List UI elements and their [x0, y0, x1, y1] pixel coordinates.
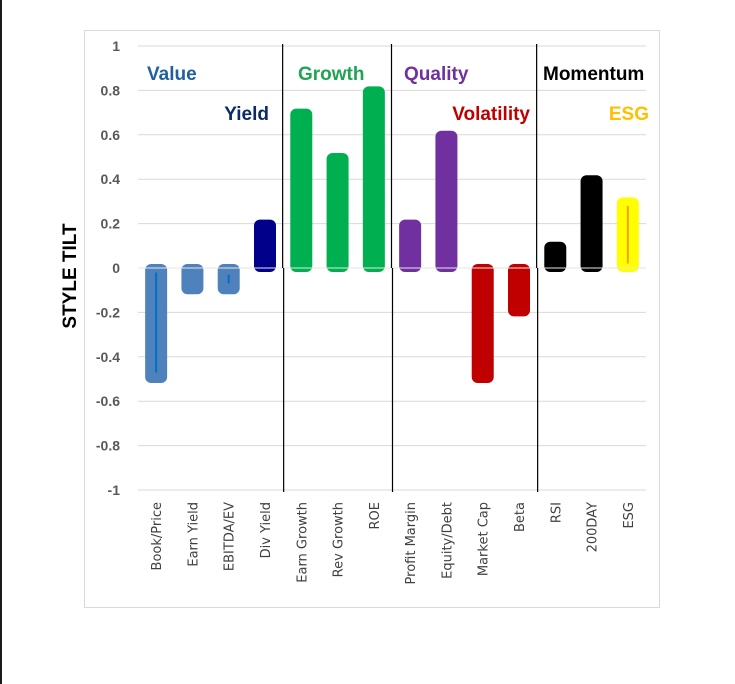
group-label-growth: Growth	[298, 64, 365, 85]
x-tick-label: Market Cap	[477, 502, 492, 576]
x-tick-label: Rev Growth	[332, 502, 347, 577]
bar-market-cap	[471, 264, 494, 383]
y-tick-label: 0.2	[101, 216, 121, 232]
group-dividers	[282, 44, 539, 492]
y-tick-label: 0.8	[101, 82, 121, 98]
bar-rev-growth	[326, 153, 349, 272]
y-tick-label: 0.6	[101, 127, 121, 143]
x-axis-ticks: Book/Price Earn Yield EBITDA/EV Div Yield Ea…	[150, 502, 637, 585]
group-label-momentum: Momentum	[543, 64, 644, 85]
x-tick-label: Beta	[513, 502, 528, 532]
x-tick-label: Earn Growth	[295, 502, 310, 583]
y-tick-label: -0.4	[96, 349, 120, 365]
y-tick-label: 0.4	[101, 171, 121, 187]
x-tick-label: EBITDA/EV	[223, 502, 238, 571]
bar-profit-margin	[399, 219, 422, 272]
bar-rsi	[544, 241, 567, 272]
y-tick-label: -0.2	[96, 304, 120, 320]
group-label-esg: ESG	[609, 104, 649, 125]
x-tick-label: Book/Price	[150, 502, 165, 570]
y-tick-label: -1	[108, 482, 121, 498]
bar-earn-yield	[181, 264, 204, 295]
group-label-quality: Quality	[404, 64, 469, 85]
y-axis-label: STYLE TILT	[60, 223, 81, 329]
bar-200day	[580, 175, 603, 272]
bar-roe	[362, 86, 385, 273]
bar-earn-growth	[290, 108, 313, 272]
bar-div-yield	[254, 219, 276, 272]
y-axis-ticks: 1 0.8 0.6 0.4 0.2 0 -0.2 -0.4 -0.6 -0.8 -1	[96, 38, 120, 498]
bar-equity-debt	[435, 130, 458, 272]
bars	[138, 86, 646, 383]
group-label-value: Value	[147, 64, 197, 85]
x-tick-label: 200DAY	[586, 502, 601, 552]
x-tick-label: ESG	[622, 502, 637, 529]
x-tick-label: Earn Yield	[186, 502, 201, 567]
y-tick-label: 1	[112, 38, 120, 54]
x-tick-label: ROE	[368, 502, 383, 529]
group-labels: Value Yield Growth Quality Volatility Momentu…	[147, 64, 649, 125]
group-label-yield: Yield	[224, 104, 269, 125]
x-tick-label: Profit Margin	[404, 502, 419, 584]
y-tick-label: -0.6	[96, 393, 120, 409]
y-tick-label: 0	[112, 260, 120, 276]
group-label-volatility: Volatility	[452, 104, 530, 125]
y-tick-label: -0.8	[96, 438, 120, 454]
x-tick-label: Div Yield	[259, 502, 274, 558]
bar-beta	[508, 264, 530, 317]
x-tick-label: RSI	[549, 502, 564, 523]
window-left-edge	[0, 0, 2, 684]
x-tick-label: Equity/Debt	[440, 502, 455, 579]
